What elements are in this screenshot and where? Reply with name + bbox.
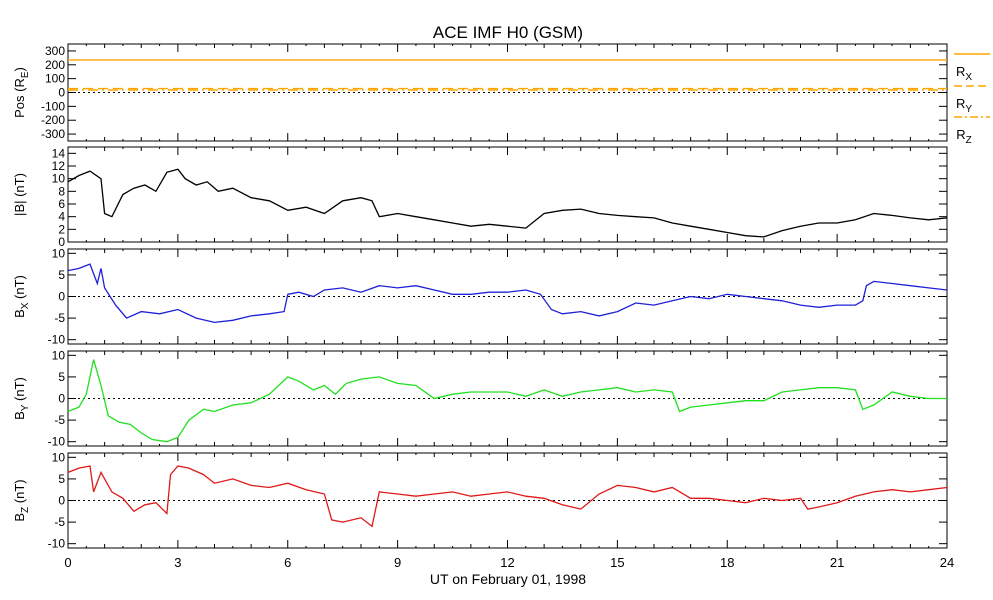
y-axis-label: BZ (nT) <box>12 479 31 521</box>
y-axis-label: Pos (RE) <box>12 67 31 118</box>
y-axis-label-suffix: (nT) <box>12 479 27 506</box>
y-axis-label-subscript: X <box>20 302 31 309</box>
y-axis-label: |B| (nT) <box>12 173 27 216</box>
y-tick-label: -10 <box>48 333 66 347</box>
y-axis-label-suffix: ) <box>12 67 27 71</box>
y-tick-label: 10 <box>52 172 66 186</box>
series-line-by-0 <box>67 359 947 443</box>
y-tick-label: 2 <box>58 222 65 236</box>
panel-frame <box>67 146 948 243</box>
y-axis-label-text: B <box>12 309 27 318</box>
y-axis-label-text: |B| (nT) <box>12 173 27 216</box>
y-tick-label: 10 <box>52 348 66 362</box>
x-tick-label: 21 <box>830 555 844 570</box>
y-tick-label: 4 <box>58 210 65 224</box>
x-tick-label: 24 <box>940 555 954 570</box>
series-line-bx-0 <box>67 263 948 324</box>
series-line-bz-0 <box>67 465 948 528</box>
y-tick-label: 10 <box>52 450 66 464</box>
y-tick-label: -10 <box>48 537 66 551</box>
x-tick-label: 15 <box>610 555 624 570</box>
y-tick-label: 200 <box>45 58 65 72</box>
y-tick-label: 5 <box>58 472 65 486</box>
y-tick-label: 0 <box>58 290 65 304</box>
y-axis-label-subscript: E <box>20 71 31 78</box>
y-axis-label-suffix: (nT) <box>12 377 27 404</box>
y-axis-label-text: Pos (R <box>12 78 27 118</box>
x-axis: 0 3 6 9 12 15 18 21 24 <box>64 555 954 570</box>
y-tick-label: 8 <box>58 184 65 198</box>
x-axis-label: UT on February 01, 1998 <box>430 571 586 587</box>
x-tick-label: 6 <box>284 555 291 570</box>
x-tick-label: 12 <box>500 555 514 570</box>
legend-label-1-subscript: Y <box>965 104 972 115</box>
y-tick-label: -5 <box>54 515 65 529</box>
x-tick-label: 18 <box>720 555 734 570</box>
y-tick-label: 5 <box>58 268 65 282</box>
x-tick-label: 0 <box>64 555 71 570</box>
y-tick-label: -100 <box>41 99 65 113</box>
y-axis-label-text: B <box>12 411 27 420</box>
y-axis-label: BY (nT) <box>12 377 31 420</box>
y-tick-label: 6 <box>58 197 65 211</box>
legend-label-0-subscript: X <box>965 72 972 83</box>
y-tick-label: 0 <box>58 86 65 100</box>
y-tick-label: 14 <box>52 146 66 160</box>
legend-label-0: RX <box>956 64 972 83</box>
y-tick-label: 300 <box>45 44 65 58</box>
series-line-b_total-0 <box>67 168 948 238</box>
chart-title: ACE IMF H0 (GSM) <box>433 23 583 42</box>
y-tick-label: 0 <box>58 235 65 249</box>
y-tick-label: -200 <box>41 113 65 127</box>
y-tick-label: 100 <box>45 72 65 86</box>
x-tick-label: 3 <box>174 555 181 570</box>
y-tick-label: -5 <box>54 311 65 325</box>
x-tick-label: 9 <box>394 555 401 570</box>
y-axis-label-text: B <box>12 513 27 522</box>
y-tick-label: 12 <box>52 159 66 173</box>
y-axis-label: BX (nT) <box>12 275 31 318</box>
y-tick-label: 0 <box>58 392 65 406</box>
panel-by: 10 5 0 -5 -10 BY (nT) <box>12 348 948 449</box>
y-tick-label: 10 <box>52 246 66 260</box>
panel-bx: 10 5 0 -5 -10 BX (nT) <box>12 246 948 347</box>
y-axis-label-suffix: (nT) <box>12 275 27 302</box>
legend-label-1: RY <box>956 96 972 115</box>
y-tick-label: -5 <box>54 413 65 427</box>
legend-label-2-subscript: Z <box>966 135 972 146</box>
y-tick-label: 0 <box>58 494 65 508</box>
legend-label-0-text: R <box>956 64 965 79</box>
y-tick-label: -300 <box>41 127 65 141</box>
y-tick-label: 5 <box>58 370 65 384</box>
legend-label-1-text: R <box>956 96 965 111</box>
panel-bz: 10 5 0 -5 -10 BZ (nT) <box>12 450 948 551</box>
y-axis-label-subscript: Y <box>20 404 31 411</box>
legend-label-2-text: R <box>956 127 965 142</box>
legend-label-2: RZ <box>956 127 972 146</box>
y-tick-label: -10 <box>48 435 66 449</box>
y-axis-label-subscript: Z <box>20 507 31 513</box>
